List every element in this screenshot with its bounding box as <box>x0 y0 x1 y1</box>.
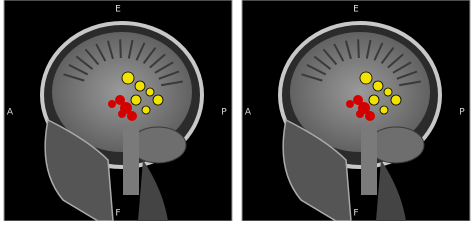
activation-yellow <box>141 105 151 115</box>
sulcus <box>106 40 114 60</box>
sulcus <box>380 47 395 64</box>
label-right: P <box>221 108 227 118</box>
activation-yellow <box>368 94 380 106</box>
label-bottom: F <box>115 209 120 219</box>
activation-yellow <box>152 94 164 106</box>
activation-red <box>127 111 137 121</box>
sulcus <box>149 53 166 69</box>
sulcus <box>387 53 404 69</box>
face <box>44 118 114 221</box>
activation-red <box>356 110 364 118</box>
sulcus <box>344 40 352 60</box>
sulcus <box>95 43 107 62</box>
activation-yellow <box>379 105 389 115</box>
activation-red <box>365 111 375 121</box>
sulcus <box>333 43 345 62</box>
sulcus <box>75 55 94 70</box>
sulcus <box>84 48 100 66</box>
sulcus <box>127 39 134 59</box>
sulcus <box>154 61 174 74</box>
sulcus <box>306 63 327 76</box>
activation-yellow <box>145 87 155 97</box>
activation-yellow <box>383 87 393 97</box>
brainstem <box>361 125 377 195</box>
neck <box>138 160 168 221</box>
sulcus <box>119 39 122 59</box>
sulcus <box>399 80 421 87</box>
figure: E A P F E A P F <box>3 0 471 221</box>
label-top: E <box>115 5 121 15</box>
sulcus <box>322 48 338 66</box>
activation-red <box>346 100 354 108</box>
sulcus <box>313 55 332 70</box>
sulcus <box>161 80 183 87</box>
sulcus <box>68 63 89 76</box>
sulcus <box>63 73 85 82</box>
activation-yellow <box>359 71 373 85</box>
label-bottom: F <box>353 209 358 219</box>
label-right: P <box>459 108 465 118</box>
brainstem <box>123 125 139 195</box>
activation-red <box>353 95 363 105</box>
sulcus <box>373 42 384 61</box>
mri-panel: E A P F <box>3 0 233 221</box>
activation-red <box>115 95 125 105</box>
activation-yellow <box>121 71 135 85</box>
sulcus <box>396 70 418 80</box>
activation-yellow <box>130 94 142 106</box>
label-left: A <box>245 108 252 118</box>
label-left: A <box>7 108 14 118</box>
activation-yellow <box>372 80 384 92</box>
sulcus <box>357 39 360 59</box>
neck <box>376 160 406 221</box>
activation-red <box>108 100 116 108</box>
sulcus <box>392 61 412 74</box>
sulcus <box>158 70 180 80</box>
face <box>282 118 352 221</box>
activation-red <box>118 110 126 118</box>
sulcus <box>301 73 323 82</box>
sulcus <box>135 42 146 61</box>
sulcus <box>365 39 372 59</box>
activation-yellow <box>134 80 146 92</box>
activation-yellow <box>390 94 402 106</box>
sulcus <box>142 47 157 64</box>
label-top: E <box>353 5 359 15</box>
mri-panel: E A P F <box>241 0 471 221</box>
